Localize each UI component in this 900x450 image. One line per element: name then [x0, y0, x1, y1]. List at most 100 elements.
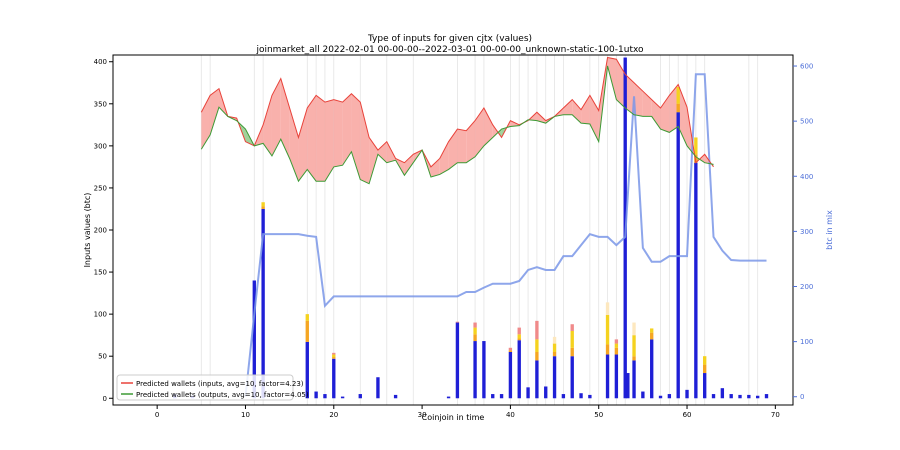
fill-inputs-above	[316, 95, 325, 182]
y-tick-label: 400	[94, 58, 107, 66]
y-tick-label: 250	[94, 184, 107, 192]
bar-segment	[605, 302, 610, 315]
bar-segment	[552, 351, 557, 357]
fill-inputs-above	[466, 120, 476, 163]
bar-segment	[332, 358, 336, 399]
bar-segment	[332, 352, 336, 355]
bar-segment	[588, 394, 592, 399]
y-axis-label: Inputs values (btc)	[83, 193, 92, 268]
bar-segment	[694, 154, 698, 163]
y2-axis-label: btc in mix	[825, 210, 834, 250]
legend-label-outputs: Predicted wallets (outputs, avg=10, fact…	[136, 391, 309, 399]
fill-inputs-above	[210, 88, 219, 135]
bar-segment	[676, 86, 680, 104]
fill-inputs-above	[669, 84, 679, 133]
y2-tick-label: 400	[800, 173, 813, 181]
bar-segment	[632, 360, 636, 399]
bar-segment	[376, 377, 380, 399]
bar-segment	[552, 356, 557, 399]
bar-segment	[526, 387, 530, 399]
bar-segment	[517, 327, 521, 335]
fill-inputs-above	[699, 154, 705, 163]
y-tick-label: 100	[94, 311, 107, 319]
bar-segment	[552, 336, 557, 344]
x-axis-label: Coinjoin in time	[422, 413, 485, 422]
fill-inputs-above	[263, 95, 272, 156]
bar-segment	[764, 394, 769, 399]
x-tick-label: 60	[683, 411, 692, 419]
bar-segment	[393, 394, 398, 399]
bar-segment	[482, 341, 486, 399]
y-tick-label: 200	[94, 227, 107, 235]
x-tick-label: 50	[594, 411, 603, 419]
bar-segment	[455, 321, 460, 323]
bar-segment	[491, 394, 495, 399]
fill-inputs-above	[369, 137, 378, 184]
bar-segment	[729, 394, 733, 399]
x-tick-label: 40	[506, 411, 515, 419]
fill-inputs-above	[634, 82, 643, 117]
x-tick-label: 10	[241, 411, 250, 419]
bar-segment	[455, 322, 460, 399]
bar-segment	[473, 334, 477, 342]
series-lines	[200, 56, 767, 397]
bar-segment	[252, 280, 256, 399]
y2-tick-label: 300	[800, 228, 813, 236]
bar-segment	[667, 394, 672, 399]
bar-segment	[261, 206, 265, 209]
legend-box	[116, 374, 294, 401]
chart-subtitle: joinmarket_all 2022-02-01 00-00-00--2022…	[255, 45, 644, 55]
btc-in-mix-line	[244, 73, 767, 397]
bar-segment	[614, 354, 619, 399]
y2-tick-label: 200	[800, 283, 813, 291]
inputs-line	[200, 56, 714, 168]
bar-segment	[473, 341, 477, 399]
bar-segment	[358, 394, 362, 399]
bar-segment	[517, 338, 521, 341]
bar-segment	[632, 322, 636, 336]
outputs-line	[200, 65, 714, 185]
fill-inputs-above	[642, 91, 652, 117]
bar-segment	[605, 314, 610, 345]
fill-inputs-above	[298, 108, 308, 182]
bar-segment	[632, 335, 636, 357]
bar-segment	[720, 388, 725, 399]
fill-inputs-above	[492, 124, 499, 138]
y-tick-label: 300	[94, 142, 107, 150]
bar-segment	[261, 208, 265, 399]
bar-segment	[650, 332, 654, 340]
bar-segment	[626, 373, 630, 399]
bar-segment	[579, 393, 583, 399]
bars	[173, 57, 769, 399]
bar-segment	[703, 373, 707, 399]
bar-segment	[694, 162, 698, 399]
x-tick-label: 70	[771, 411, 780, 419]
bar-segment	[305, 314, 309, 321]
bar-segment	[535, 320, 539, 340]
fill-inputs-above	[404, 154, 414, 176]
x-tick-label: 0	[155, 411, 159, 419]
bar-segment	[570, 324, 574, 331]
fill-inputs-above	[307, 95, 317, 182]
bar-segment	[499, 394, 504, 399]
bar-segment	[508, 351, 513, 399]
bar-segment	[703, 356, 707, 365]
bar-segment	[685, 389, 689, 399]
bar-segment	[517, 340, 521, 399]
bar-segment	[473, 322, 477, 328]
bar-segment	[446, 396, 451, 399]
y2-tick-label: 100	[800, 338, 813, 346]
bar-segment	[508, 347, 513, 351]
legend: Predicted wallets (inputs, avg=10, facto…	[116, 374, 309, 401]
bar-segment	[650, 339, 654, 399]
bar-segment	[544, 386, 548, 399]
bar-segment	[535, 351, 539, 361]
fill-inputs-above	[280, 78, 290, 159]
fill-inputs-above	[563, 99, 573, 115]
bar-segment	[517, 334, 521, 339]
fill-inputs-above	[457, 129, 467, 163]
bar-segment	[332, 354, 336, 358]
bar-segment	[535, 360, 539, 399]
fill-inputs-above	[607, 57, 617, 100]
fill-inputs-above	[660, 95, 670, 133]
